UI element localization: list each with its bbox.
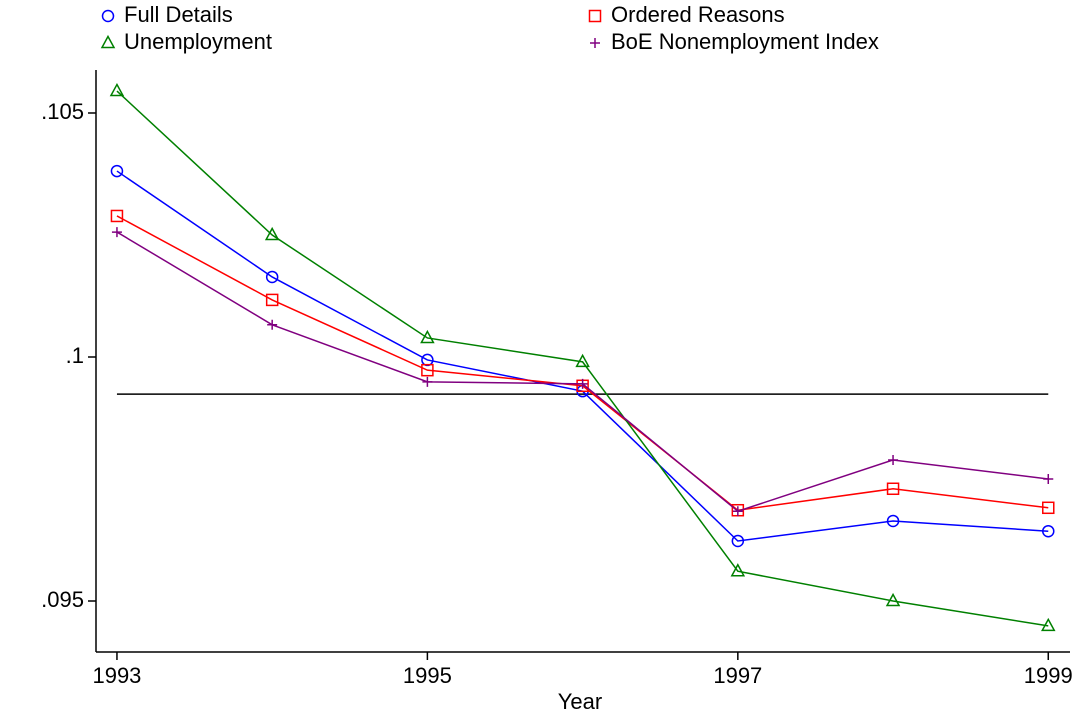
legend-marker — [101, 9, 115, 23]
x-tick-label: 1997 — [713, 663, 762, 688]
x-tick-label: 1999 — [1024, 663, 1073, 688]
data-point — [888, 454, 899, 465]
data-point — [1042, 501, 1055, 515]
legend-marker — [100, 34, 116, 49]
data-point — [731, 534, 745, 548]
data-point — [730, 563, 746, 577]
data-point — [110, 164, 124, 178]
data-point — [267, 319, 278, 330]
y-tick-label: .105 — [41, 99, 84, 124]
data-point — [886, 514, 900, 528]
series-line — [116, 231, 1049, 513]
y-tick-label: .095 — [41, 587, 84, 612]
data-point — [421, 363, 434, 377]
data-point — [422, 376, 433, 387]
data-point — [110, 209, 124, 223]
data-point — [265, 293, 279, 307]
legend-marker — [590, 38, 600, 48]
series-line — [116, 90, 1049, 627]
data-point — [109, 82, 125, 97]
y-tick-label: .1 — [66, 343, 84, 368]
legend-label: Full Details — [124, 2, 233, 27]
x-axis-label: Year — [558, 689, 602, 714]
data-point — [577, 378, 588, 389]
x-tick-label: 1993 — [92, 663, 141, 688]
legend-marker — [588, 9, 602, 23]
data-point — [421, 353, 434, 367]
legend-label: BoE Nonemployment Index — [611, 29, 879, 54]
data-point — [420, 329, 435, 344]
legend-label: Unemployment — [124, 29, 272, 54]
data-point — [111, 227, 122, 238]
data-point — [265, 270, 279, 284]
x-tick-label: 1995 — [403, 663, 452, 688]
data-point — [264, 226, 280, 241]
data-point — [885, 592, 901, 607]
data-point — [886, 482, 900, 496]
data-point — [732, 506, 743, 517]
data-point — [1043, 474, 1054, 485]
data-point — [1042, 524, 1055, 538]
data-point — [575, 353, 590, 368]
legend-label: Ordered Reasons — [611, 2, 785, 27]
data-point — [1041, 617, 1056, 632]
